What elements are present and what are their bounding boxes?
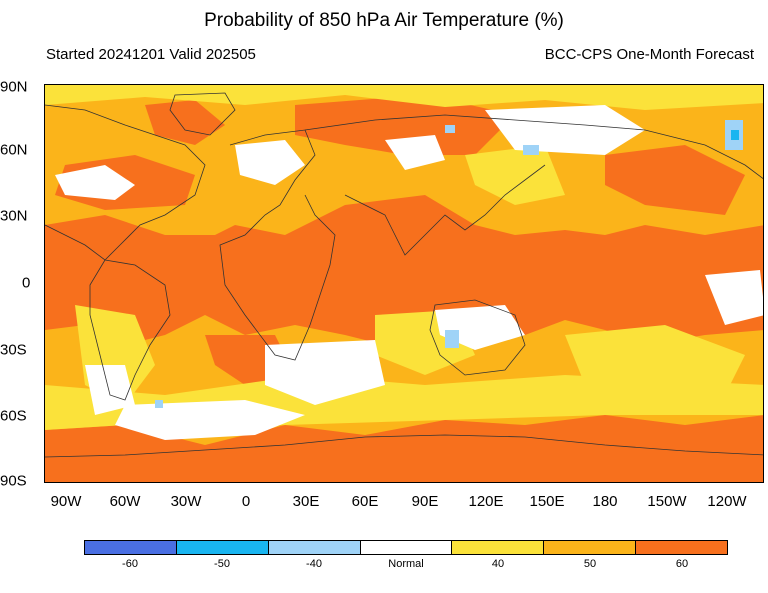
colorbar-label-60: 60	[675, 558, 689, 570]
europe-africa-coastline	[219, 129, 336, 361]
australia-coastline	[429, 299, 526, 376]
colorbar-label-normal: Normal	[388, 558, 424, 570]
colorbar-swatch-40	[452, 541, 545, 554]
lat-label-60s: 60S	[0, 407, 27, 425]
north-america-coastline	[45, 104, 206, 261]
australia-below-normal-patch	[445, 330, 459, 348]
colorbar-label-50: 50	[583, 558, 597, 570]
forecast-source: BCC-CPS One-Month Forecast	[544, 46, 754, 63]
north-pacific-high-region	[605, 145, 745, 215]
lat-label-30s: 30S	[0, 341, 27, 359]
lat-label-60n: 60N	[0, 141, 28, 159]
forecast-dates: Started 20241201 Valid 202505	[46, 46, 256, 63]
arctic-moderate-region	[45, 85, 763, 110]
lon-label-30e: 30E	[292, 493, 320, 510]
colorbar-swatch-normal	[360, 541, 453, 554]
south-america-coastline	[89, 259, 171, 401]
southern-ocean-high-band	[45, 415, 763, 482]
lat-label-0: 0	[22, 274, 31, 292]
greenland-coastline	[169, 92, 236, 136]
tropical-high-probability-region	[45, 195, 763, 345]
colorbar-label-neg50: -50	[214, 558, 230, 570]
south-america-normal-region	[85, 365, 135, 415]
east-asia-moderate-region	[465, 145, 565, 205]
siberia-normal-region	[485, 105, 645, 155]
siberia-below-normal-patch	[445, 125, 455, 133]
lon-label-90e: 90E	[411, 493, 439, 510]
lon-label-180: 180	[592, 493, 618, 510]
lon-label-90w: 90W	[50, 493, 82, 510]
colorbar-swatch-neg40	[268, 541, 361, 554]
antarctica-coastline	[45, 434, 763, 458]
lon-label-120e: 120E	[468, 493, 504, 510]
central-asia-normal-region	[385, 135, 445, 170]
lat-label-90n: 90N	[0, 78, 28, 96]
europe-normal-region	[235, 140, 305, 185]
probability-colorbar	[84, 540, 728, 555]
colorbar-label-neg60: -60	[122, 558, 138, 570]
east-asia-below-normal-patch	[523, 145, 539, 155]
south-asia-coastline	[344, 164, 546, 256]
asia-coastline	[304, 114, 763, 179]
map-title: Probability of 850 hPa Air Temperature (…	[204, 10, 564, 31]
lon-label-120w: 120W	[707, 493, 747, 510]
southeast-pacific-normal-region	[705, 270, 763, 325]
south-atlantic-normal-region	[265, 340, 385, 405]
lon-label-60w: 60W	[109, 493, 141, 510]
antarctic-normal-region	[115, 400, 305, 440]
coastlines	[45, 92, 763, 458]
central-asia-high-region	[295, 95, 515, 155]
lon-label-0: 0	[241, 493, 251, 510]
probability-map	[44, 84, 764, 483]
colorbar-label-neg40: -40	[306, 558, 322, 570]
colorbar-label-40: 40	[491, 558, 505, 570]
colorbar-swatch-neg50	[176, 541, 269, 554]
colorbar-swatch-50	[544, 541, 637, 554]
lon-label-150e: 150E	[529, 493, 565, 510]
north-america-normal-region	[55, 165, 135, 200]
colorbar-swatch-60	[636, 541, 728, 554]
lon-label-150w: 150W	[647, 493, 687, 510]
colorbar-swatch-neg60	[85, 541, 177, 554]
southern-ocean-below-normal-patch	[155, 400, 163, 408]
alaska-deep-below-normal-patch	[731, 130, 739, 140]
lat-label-30n: 30N	[0, 207, 28, 225]
lon-label-30w: 30W	[170, 493, 202, 510]
lon-label-60e: 60E	[351, 493, 379, 510]
lat-label-90s: 90S	[0, 472, 27, 490]
